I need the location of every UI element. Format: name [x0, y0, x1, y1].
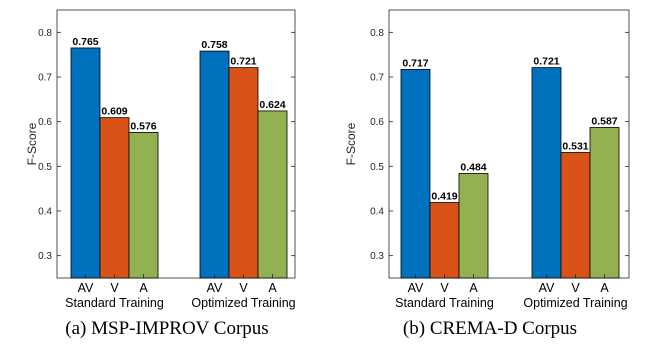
- group-label-b: Standard Training: [395, 296, 494, 310]
- y-tick-label-b: 0.7: [370, 73, 384, 84]
- caption-a: (a) MSP-IMPROV Corpus: [65, 318, 269, 339]
- data-label-a: 0.624: [259, 99, 285, 111]
- bar-a-a: [257, 110, 288, 279]
- bar-av-a: [70, 47, 101, 279]
- bar-a-b: [458, 173, 489, 279]
- y-tick-label-b: 0.5: [370, 162, 384, 173]
- y-tick-label-a: 0.4: [38, 207, 52, 218]
- bar-v-a: [228, 67, 259, 279]
- bar-a-b: [589, 127, 620, 279]
- data-label-b: 0.717: [402, 57, 428, 69]
- plot-frame-b: [388, 9, 630, 279]
- data-label-a: 0.721: [230, 56, 256, 68]
- x-category-label-a: A: [139, 281, 148, 295]
- x-category-label-a: V: [110, 281, 119, 295]
- y-tick-label-b: 0.6: [370, 117, 384, 128]
- bar-v-a: [99, 117, 130, 279]
- data-label-a: 0.758: [201, 39, 227, 51]
- y-tick-label-a: 0.5: [38, 162, 52, 173]
- x-category-label-b: A: [600, 281, 609, 295]
- y-tick-label-a: 0.3: [38, 251, 52, 262]
- x-category-label-a: A: [268, 281, 277, 295]
- y-tick-label-a: 0.7: [38, 73, 52, 84]
- data-label-b: 0.587: [591, 115, 617, 127]
- bar-v-b: [560, 152, 591, 279]
- y-tick-label-b: 0.8: [370, 28, 384, 39]
- y-tick-label-a: 0.6: [38, 117, 52, 128]
- x-category-label-b: AV: [539, 281, 555, 295]
- x-category-label-a: AV: [207, 281, 223, 295]
- bar-a-a: [128, 131, 159, 279]
- data-label-b: 0.531: [562, 140, 588, 152]
- group-label-b: Optimized Training: [523, 296, 627, 310]
- y-tick-label-b: 0.3: [370, 251, 384, 262]
- x-category-label-b: V: [571, 281, 580, 295]
- y-tick-label-b: 0.4: [370, 207, 384, 218]
- data-label-b: 0.419: [431, 191, 457, 203]
- bar-av-b: [400, 69, 431, 279]
- figure-canvas: 0.30.40.50.60.70.8F-Score0.765AV0.609V0.…: [25, 9, 630, 310]
- plot-frame-a: [56, 9, 296, 279]
- bar-v-b: [429, 202, 460, 279]
- data-label-a: 0.765: [72, 36, 98, 48]
- data-label-b: 0.721: [533, 56, 559, 68]
- group-label-a: Standard Training: [65, 296, 164, 310]
- data-label-a: 0.576: [130, 120, 156, 132]
- y-axis-title-b: F-Score: [344, 122, 358, 165]
- x-category-label-a: V: [239, 281, 248, 295]
- group-label-a: Optimized Training: [191, 296, 295, 310]
- y-tick-label-a: 0.8: [38, 28, 52, 39]
- bar-av-a: [199, 50, 230, 279]
- bar-av-b: [531, 67, 562, 279]
- caption-b: (b) CREMA-D Corpus: [402, 318, 578, 339]
- data-label-a: 0.609: [101, 106, 127, 118]
- data-label-b: 0.484: [460, 161, 486, 173]
- x-category-label-b: AV: [408, 281, 424, 295]
- x-category-label-b: A: [469, 281, 478, 295]
- x-category-label-b: V: [440, 281, 449, 295]
- y-axis-title-a: F-Score: [25, 122, 39, 165]
- x-category-label-a: AV: [78, 281, 94, 295]
